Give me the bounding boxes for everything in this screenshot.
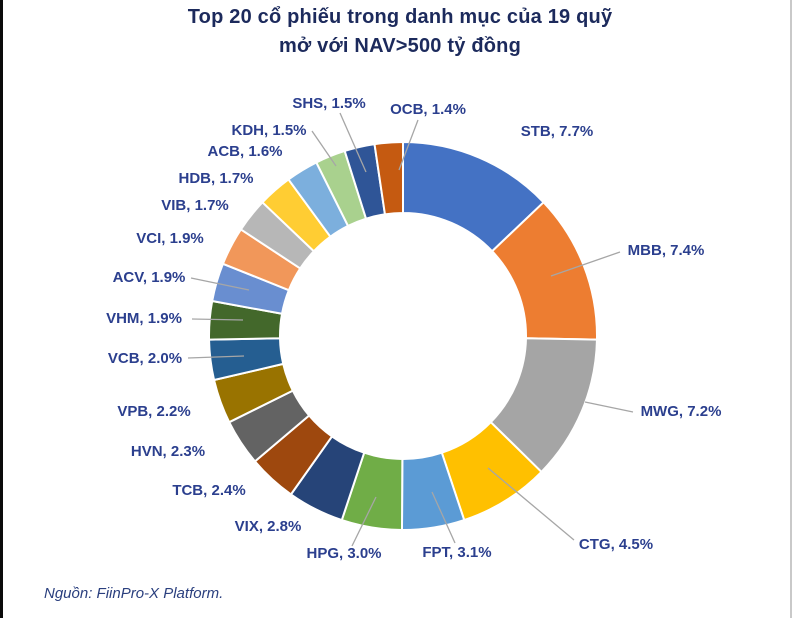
source-note: Nguồn: FiinPro-X Platform. xyxy=(44,585,224,602)
segment-label-VHM: VHM, 1.9% xyxy=(106,310,182,327)
leader-line-OCB xyxy=(398,119,419,171)
segment-label-MBB: MBB, 7.4% xyxy=(628,242,705,259)
segment-label-VCI: VCI, 1.9% xyxy=(136,230,204,247)
leader-line-CTG xyxy=(487,467,575,541)
right-border-line xyxy=(790,0,792,618)
segment-label-HPG: HPG, 3.0% xyxy=(306,545,381,562)
segment-label-ACB: ACB, 1.6% xyxy=(207,143,282,160)
left-border-line xyxy=(0,0,3,618)
leader-line-HPG xyxy=(351,496,377,547)
segment-label-VIB: VIB, 1.7% xyxy=(161,197,229,214)
leader-line-SHS xyxy=(339,112,367,173)
leader-line-FPT xyxy=(431,491,456,544)
segment-label-TCB: TCB, 2.4% xyxy=(172,482,245,499)
segment-label-OCB: OCB, 1.4% xyxy=(390,101,466,118)
segment-label-MWG: MWG, 7.2% xyxy=(641,403,722,420)
leader-line-VCB xyxy=(187,355,245,359)
segment-label-SHS: SHS, 1.5% xyxy=(292,95,365,112)
segment-label-FPT: FPT, 3.1% xyxy=(422,544,491,561)
segment-label-HVN: HVN, 2.3% xyxy=(131,443,205,460)
segment-label-HDB: HDB, 1.7% xyxy=(178,170,253,187)
segment-label-VIX: VIX, 2.8% xyxy=(235,518,302,535)
leader-line-ACV xyxy=(190,277,250,291)
chart-title-line1: Top 20 cổ phiếu trong danh mục của 19 qu… xyxy=(187,6,613,28)
chart-title: Top 20 cổ phiếu trong danh mục của 19 qu… xyxy=(0,3,800,61)
segment-label-VCB: VCB, 2.0% xyxy=(108,350,182,367)
donut-segment-OCB xyxy=(373,141,404,216)
leader-line-VHM xyxy=(191,318,244,321)
leader-line-KDH xyxy=(311,130,337,167)
chart-title-line2: mở với NAV>500 tỷ đồng xyxy=(279,35,521,57)
segment-label-KDH: KDH, 1.5% xyxy=(231,122,306,139)
segment-label-ACV: ACV, 1.9% xyxy=(113,269,186,286)
segment-label-STB: STB, 7.7% xyxy=(521,123,594,140)
segment-label-CTG: CTG, 4.5% xyxy=(579,536,653,553)
leader-line-MWG xyxy=(584,401,634,413)
segment-label-VPB: VPB, 2.2% xyxy=(117,403,190,420)
leader-line-MBB xyxy=(550,251,621,277)
